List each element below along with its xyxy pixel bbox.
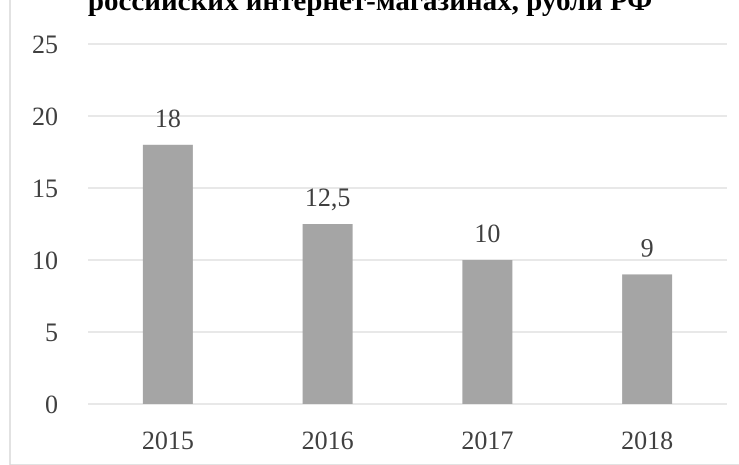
bar — [462, 260, 513, 404]
x-tick-label: 2017 — [461, 426, 513, 455]
data-label: 18 — [155, 104, 181, 133]
data-label: 9 — [641, 233, 654, 262]
chart-frame — [9, 0, 739, 465]
x-tick-label: 2018 — [621, 426, 673, 455]
y-tick-label: 5 — [45, 318, 58, 347]
x-tick-label: 2015 — [142, 426, 194, 455]
y-tick-label: 20 — [32, 102, 58, 131]
bar — [622, 274, 673, 404]
y-tick-label: 10 — [32, 246, 58, 275]
bar — [302, 224, 353, 404]
y-tick-label: 25 — [32, 30, 58, 59]
data-label: 10 — [474, 219, 500, 248]
chart-title: российских интернет-магазинах, рубли РФ — [88, 0, 652, 17]
x-tick-label: 2016 — [302, 426, 354, 455]
y-tick-label: 0 — [45, 390, 58, 419]
bar — [142, 144, 193, 405]
data-label: 12,5 — [305, 183, 351, 212]
y-tick-label: 15 — [32, 174, 58, 203]
